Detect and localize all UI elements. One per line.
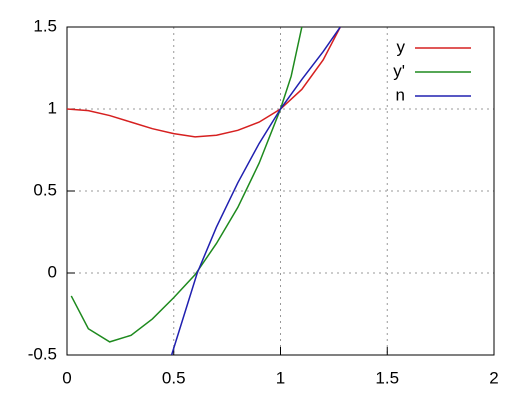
y-tick-label: 1	[48, 98, 57, 117]
series-line	[67, 27, 341, 138]
legend-label: y	[397, 37, 406, 56]
series-line	[70, 27, 303, 343]
x-tick-label: 1.5	[375, 368, 399, 387]
x-tick-label: 2	[489, 368, 498, 387]
x-tick-label: 1	[276, 368, 285, 387]
x-tick-label: 0.5	[162, 368, 186, 387]
y-tick-label: 0	[48, 262, 57, 281]
legend-label: y'	[393, 61, 405, 80]
x-tick-label: 0	[62, 368, 71, 387]
series-line	[170, 27, 341, 355]
plot-border	[66, 26, 495, 356]
y-tick-label: -0.5	[28, 344, 57, 363]
legend-label: n	[396, 85, 405, 104]
y-tick-label: 0.5	[33, 180, 57, 199]
y-tick-label: 1.5	[33, 16, 57, 35]
